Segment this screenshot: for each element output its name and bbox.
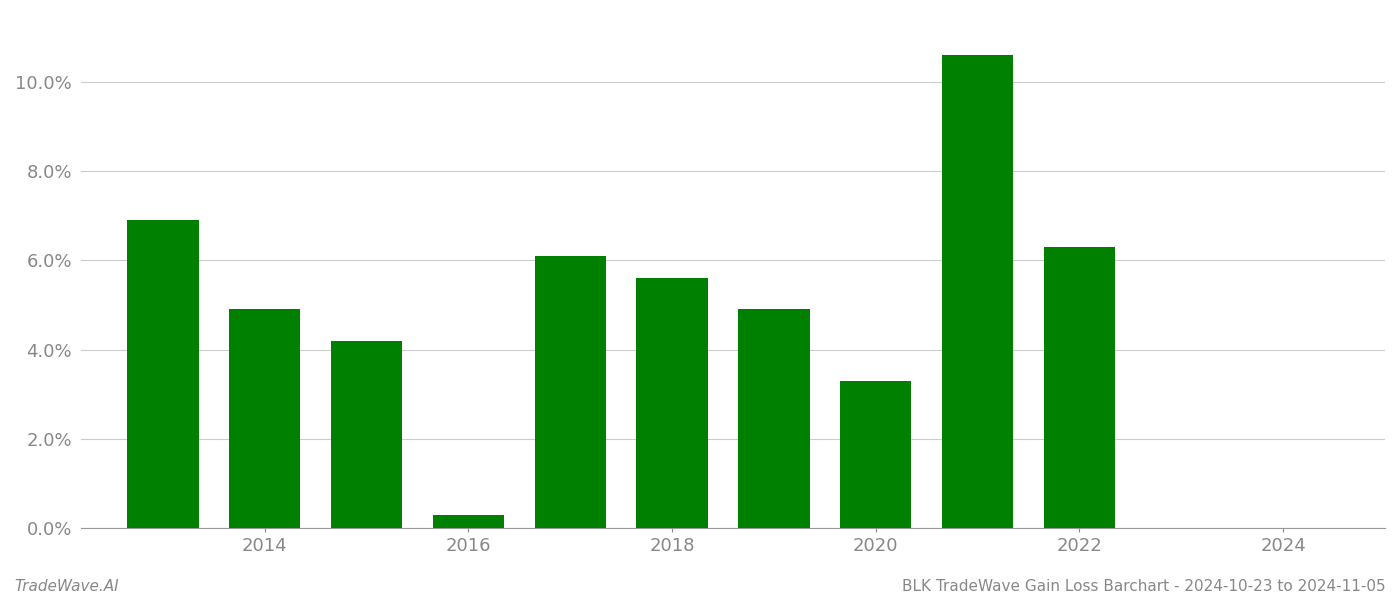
Bar <box>433 515 504 528</box>
Text: BLK TradeWave Gain Loss Barchart - 2024-10-23 to 2024-11-05: BLK TradeWave Gain Loss Barchart - 2024-… <box>903 579 1386 594</box>
Bar <box>942 55 1014 528</box>
Bar <box>637 278 708 528</box>
Bar <box>738 310 809 528</box>
Bar <box>330 341 402 528</box>
Bar <box>230 310 301 528</box>
Bar <box>1044 247 1116 528</box>
Text: TradeWave.AI: TradeWave.AI <box>14 579 119 594</box>
Bar <box>127 220 199 528</box>
Bar <box>535 256 606 528</box>
Bar <box>840 381 911 528</box>
